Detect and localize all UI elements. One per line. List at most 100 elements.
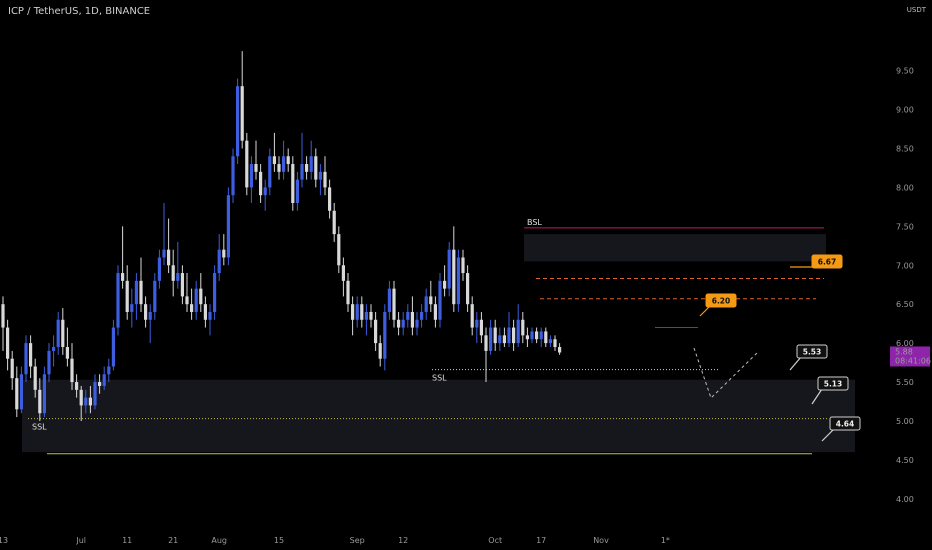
candle-body <box>236 86 240 157</box>
candle-body <box>222 249 226 258</box>
candle-body <box>245 140 249 188</box>
candle-body <box>259 171 263 196</box>
callout-box <box>705 293 737 308</box>
candle-body <box>217 249 221 274</box>
x-tick-label: Sep <box>350 536 365 545</box>
y-tick-label: 6.00 <box>896 339 914 348</box>
callout-box <box>817 376 849 391</box>
upper-zone <box>524 234 826 262</box>
y-tick-label: 9.50 <box>896 67 914 76</box>
callout-label: 5.13 <box>824 380 843 389</box>
candle-body <box>38 389 42 414</box>
candle-body <box>144 304 148 320</box>
candle-body <box>148 311 152 320</box>
candle-body <box>475 319 479 328</box>
candle-body <box>84 397 88 406</box>
candle-body <box>162 249 166 258</box>
candle-body <box>226 195 230 258</box>
candle-body <box>438 280 442 320</box>
x-tick-label: 15 <box>274 536 284 545</box>
candle-body <box>355 304 359 320</box>
candle-body <box>111 327 115 367</box>
candle-body <box>328 187 332 211</box>
candle-body <box>61 319 65 348</box>
candle-body <box>167 249 171 266</box>
candle-body <box>157 257 161 281</box>
candle-body <box>401 319 405 328</box>
candle-body <box>507 327 511 344</box>
x-tick-label: 11 <box>122 536 132 545</box>
candle-body <box>383 311 387 359</box>
candle-body <box>263 187 267 196</box>
candle-body <box>291 164 295 203</box>
y-tick-label: 6.50 <box>896 300 914 309</box>
candle-body <box>6 327 10 359</box>
candle-body <box>323 171 327 188</box>
candle-body <box>125 280 129 312</box>
candle-body <box>102 374 106 386</box>
candle-body <box>493 327 497 344</box>
ssl-label-left: SSL <box>32 423 47 432</box>
candle-body <box>70 358 74 383</box>
y-tick-label: 5.00 <box>896 417 914 426</box>
callout-pointer <box>821 428 835 442</box>
candle-body <box>10 358 14 379</box>
candle-body <box>47 350 51 375</box>
y-tick-label: 4.00 <box>896 495 914 504</box>
candle-body <box>351 304 355 320</box>
candle-body <box>75 382 79 390</box>
callout-box <box>796 344 828 359</box>
candle-body <box>98 382 102 386</box>
x-tick-label: Oct <box>488 536 502 545</box>
callout-pointer <box>811 388 823 405</box>
candle-body <box>369 311 373 320</box>
candle-body <box>231 156 235 196</box>
candle-body <box>479 319 483 336</box>
x-tick-label: 17 <box>536 536 546 545</box>
candle-body <box>176 273 180 281</box>
candle-body <box>535 331 539 340</box>
candle-body <box>42 374 46 414</box>
y-tick-label: 4.50 <box>896 456 914 465</box>
callout-label: 6.20 <box>712 297 731 306</box>
candle-body <box>88 397 92 406</box>
candle-body <box>171 265 175 281</box>
candle-body <box>56 319 60 348</box>
candle-body <box>553 339 557 348</box>
callout-box <box>811 254 843 269</box>
candle-body <box>185 296 189 305</box>
candle-body <box>433 304 437 320</box>
x-tick-label: Nov <box>593 536 609 545</box>
candle-body <box>337 234 341 266</box>
x-tick-label: 1* <box>661 536 670 545</box>
candle-body <box>199 288 203 305</box>
x-tick-label: 21 <box>168 536 178 545</box>
candle-body <box>456 257 460 305</box>
callout-pointer <box>699 305 711 317</box>
candle-body <box>33 366 37 390</box>
candle-body <box>558 347 562 353</box>
candle-body <box>282 156 286 172</box>
x-tick-label: 13 <box>0 536 8 545</box>
candle-body <box>360 304 364 320</box>
candle-body <box>461 257 465 274</box>
candle-body <box>364 311 368 320</box>
candle-body <box>300 164 304 180</box>
candle-body <box>15 378 19 410</box>
candle-body <box>314 156 318 180</box>
candle-body <box>1 304 5 328</box>
candle-body <box>387 288 391 312</box>
bsl-label: BSL <box>527 218 542 227</box>
candle-body <box>341 265 345 281</box>
candle-body <box>180 273 184 297</box>
candle-body <box>249 164 253 188</box>
callout-label: 4.64 <box>836 420 855 429</box>
candle-body <box>286 156 290 165</box>
y-tick-label: 7.00 <box>896 261 914 270</box>
currency-label: USDT <box>906 6 926 14</box>
callout-label: 5.53 <box>803 348 822 357</box>
candle-body <box>29 343 33 367</box>
candle-body <box>452 249 456 305</box>
candle-body <box>153 280 157 312</box>
